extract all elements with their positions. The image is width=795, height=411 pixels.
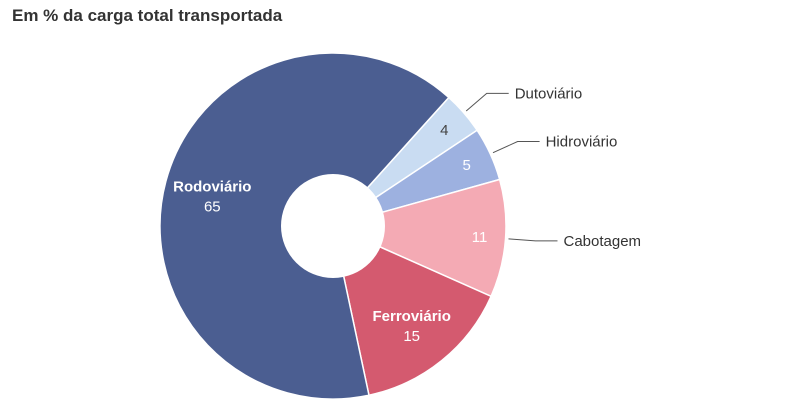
value-label-rodoviario: 65 <box>204 199 221 216</box>
slice-ferroviario <box>331 224 493 397</box>
category-label-rodoviario: Rodoviário <box>173 179 251 196</box>
chart-title: Em % da carga total transportada <box>12 6 283 25</box>
value-label-hidroviario: 5 <box>463 157 471 174</box>
value-label-ferroviario: 15 <box>403 328 420 345</box>
category-label-ferroviario: Ferroviário <box>373 308 451 325</box>
category-label-cabotagem: Cabotagem <box>564 233 642 250</box>
leader-line-hidroviario <box>492 141 540 154</box>
leader-line-dutoviario <box>465 92 509 112</box>
leader-line-cabotagem <box>508 238 558 242</box>
donut-hole <box>281 174 385 278</box>
value-label-cabotagem: 11 <box>472 229 488 246</box>
value-label-dutoviario: 4 <box>440 122 448 139</box>
category-label-hidroviario: Hidroviário <box>546 134 618 151</box>
slice-cabotagem <box>330 178 507 298</box>
category-label-dutoviario: Dutoviário <box>515 85 583 102</box>
